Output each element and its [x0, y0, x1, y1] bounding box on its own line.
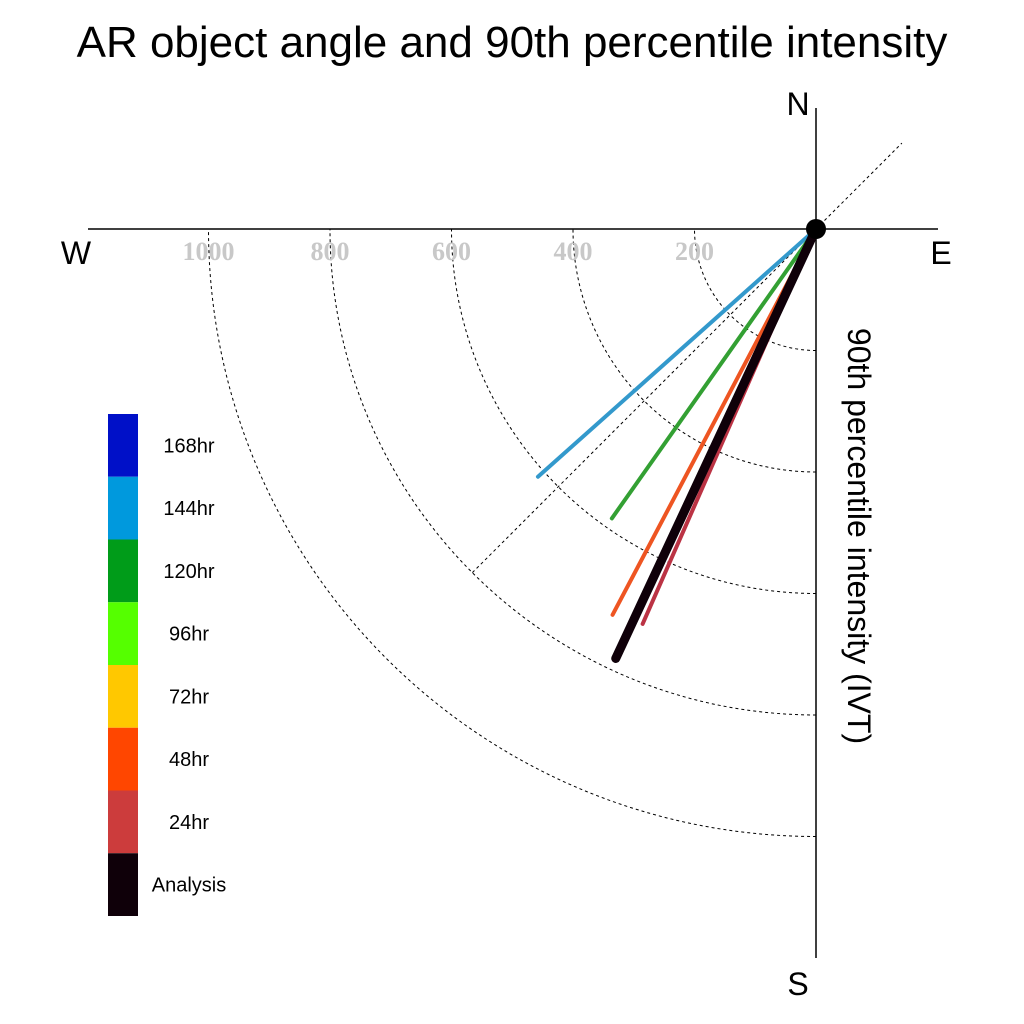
- radial-tick-label: 1000: [183, 237, 235, 266]
- legend-label: 48hr: [169, 749, 209, 771]
- radial-tick-labels: 200 400 600 800 1000: [183, 237, 715, 266]
- legend-label: 96hr: [169, 624, 209, 646]
- reference-diagonal: [471, 142, 903, 574]
- legend-swatch: [108, 665, 138, 728]
- legend-label: 120hr: [163, 561, 214, 583]
- compass-south: S: [787, 966, 808, 1002]
- legend-swatch: [108, 727, 138, 791]
- legend-label: 168hr: [163, 435, 214, 457]
- radial-tick-label: 400: [554, 237, 593, 266]
- legend-swatch: [108, 790, 138, 854]
- legend-label: 72hr: [169, 686, 209, 708]
- compass-north: N: [786, 86, 809, 122]
- series-line-analysis: [611, 224, 821, 663]
- radial-arc: [451, 228, 817, 594]
- legend-label: 144hr: [163, 498, 214, 520]
- radial-arc: [572, 228, 817, 473]
- radial-tick-label: 800: [311, 237, 350, 266]
- radial-tick-label: 600: [432, 237, 471, 266]
- radial-arc: [329, 228, 817, 716]
- series-line-120hr: [609, 227, 818, 521]
- y-axis-label: 90th percentile intensity (IVT): [841, 328, 877, 744]
- series-line-144hr: [535, 227, 818, 479]
- compass-east: E: [930, 235, 951, 271]
- legend-label: 24hr: [169, 812, 209, 834]
- legend: 168hr 144hr 120hr 96hr 72hr 48hr 24hr Analysis: [108, 414, 226, 916]
- radial-tick-label: 200: [675, 237, 714, 266]
- radial-arcs: [208, 228, 817, 837]
- legend-label: Analysis: [152, 875, 226, 897]
- legend-swatch: [108, 539, 138, 603]
- radial-arc: [208, 228, 817, 837]
- legend-swatch: [108, 853, 138, 916]
- legend-swatch: [108, 414, 138, 477]
- radial-arc: [694, 228, 817, 351]
- compass-west: W: [61, 235, 92, 271]
- legend-swatch: [108, 602, 138, 665]
- origin-marker: [806, 219, 826, 239]
- series-lines: [535, 224, 821, 663]
- chart-title: AR object angle and 90th percentile inte…: [77, 18, 948, 67]
- legend-swatch: [108, 476, 138, 540]
